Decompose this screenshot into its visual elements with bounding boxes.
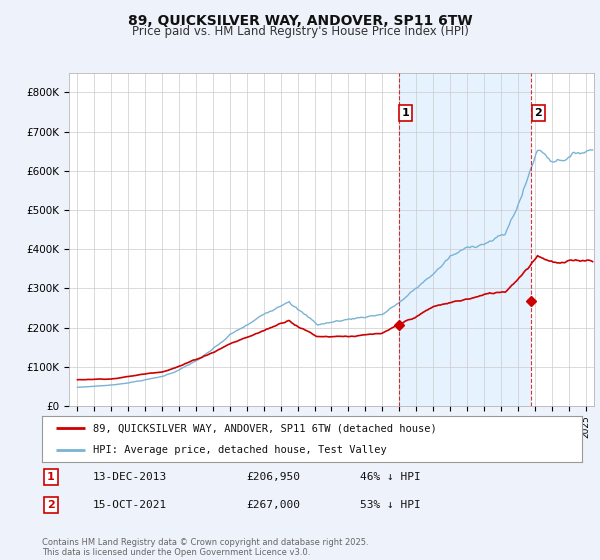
Text: 1: 1 — [402, 108, 410, 118]
Text: 2: 2 — [47, 500, 55, 510]
Text: 89, QUICKSILVER WAY, ANDOVER, SP11 6TW (detached house): 89, QUICKSILVER WAY, ANDOVER, SP11 6TW (… — [94, 423, 437, 433]
Text: 13-DEC-2013: 13-DEC-2013 — [93, 472, 167, 482]
Text: 15-OCT-2021: 15-OCT-2021 — [93, 500, 167, 510]
Text: 1: 1 — [47, 472, 55, 482]
Text: 46% ↓ HPI: 46% ↓ HPI — [360, 472, 421, 482]
Text: HPI: Average price, detached house, Test Valley: HPI: Average price, detached house, Test… — [94, 445, 387, 455]
Text: £267,000: £267,000 — [246, 500, 300, 510]
Text: Price paid vs. HM Land Registry's House Price Index (HPI): Price paid vs. HM Land Registry's House … — [131, 25, 469, 38]
Text: Contains HM Land Registry data © Crown copyright and database right 2025.
This d: Contains HM Land Registry data © Crown c… — [42, 538, 368, 557]
Text: £206,950: £206,950 — [246, 472, 300, 482]
Text: 2: 2 — [535, 108, 542, 118]
Bar — [398, 73, 531, 406]
Text: 53% ↓ HPI: 53% ↓ HPI — [360, 500, 421, 510]
Text: 89, QUICKSILVER WAY, ANDOVER, SP11 6TW: 89, QUICKSILVER WAY, ANDOVER, SP11 6TW — [128, 14, 472, 28]
